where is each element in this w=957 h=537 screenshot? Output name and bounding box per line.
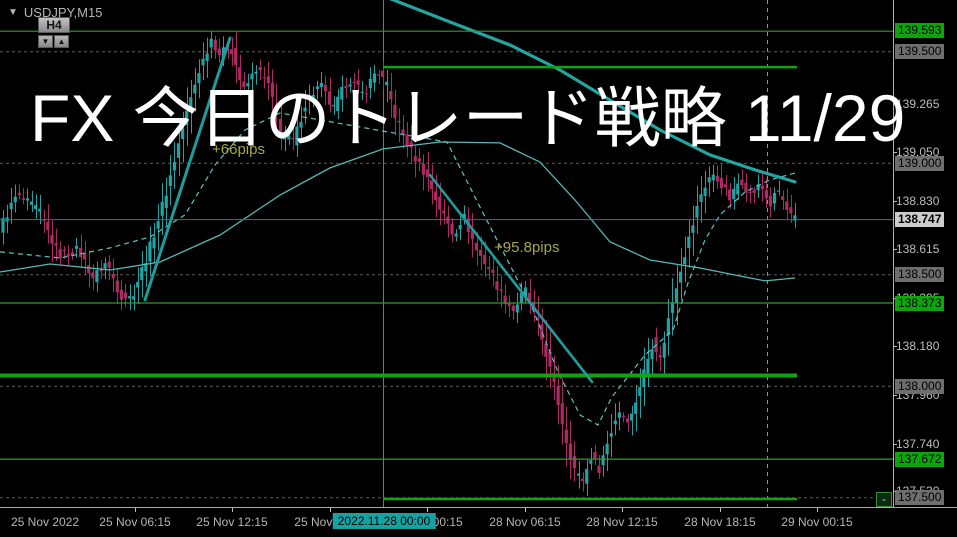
price-tick-mark xyxy=(893,152,897,153)
price-tick-mark xyxy=(893,346,897,347)
price-axis-label: 139.050 xyxy=(896,145,940,159)
candles[interactable] xyxy=(1,30,797,496)
time-tick-mark xyxy=(622,508,623,512)
time-axis-label: 25 Nov 12:15 xyxy=(196,515,268,529)
price-tick-mark xyxy=(893,395,897,396)
mtf-timeframe-button[interactable]: H4 xyxy=(38,17,70,33)
time-axis-label: 28 Nov 18:15 xyxy=(684,515,756,529)
chevron-down-icon[interactable]: ▼ xyxy=(8,7,18,18)
time-axis-label: 25 Nov 2022 xyxy=(10,515,80,529)
price-axis-separator xyxy=(893,0,894,507)
price-axis-label: 138.373 xyxy=(895,296,945,311)
time-axis-label: 28 Nov 12:15 xyxy=(586,515,658,529)
time-tick-mark xyxy=(427,508,428,512)
symbol-label-row: ▼ USDJPY,M15 xyxy=(8,5,102,20)
time-tick-mark xyxy=(720,508,721,512)
chart-canvas[interactable] xyxy=(0,0,893,507)
price-axis-label: 137.672 xyxy=(895,452,945,467)
price-tick-mark xyxy=(893,444,897,445)
pips-annotation-2[interactable]: +95.8pips xyxy=(494,239,560,256)
price-tick-mark xyxy=(893,104,897,105)
price-axis-label: 139.265 xyxy=(896,97,940,111)
price-axis-label: 139.000 xyxy=(895,156,945,171)
price-axis-label: 139.500 xyxy=(895,44,945,59)
price-axis-label: 138.000 xyxy=(895,379,945,394)
price-axis-label: 138.830 xyxy=(896,194,940,208)
timeframe-down-button[interactable]: ▼ xyxy=(38,35,53,48)
horizontal-level-lines[interactable] xyxy=(0,30,893,501)
price-axis-label: 137.500 xyxy=(895,490,945,505)
moving-averages xyxy=(0,0,797,426)
selected-time-badge: 2022.11.28 00:00 xyxy=(332,513,436,529)
price-axis-label: 138.615 xyxy=(896,242,940,256)
pips-annotation-1[interactable]: +66pips xyxy=(212,141,265,158)
price-tick-mark xyxy=(893,201,897,202)
timeframe-up-button[interactable]: ▲ xyxy=(54,35,69,48)
collapse-button[interactable]: - xyxy=(876,492,892,507)
price-axis-label: 139.593 xyxy=(895,23,945,38)
trendlines[interactable] xyxy=(143,36,594,384)
page-title: FX 今日のトレード戦略 11/29 xyxy=(30,81,906,155)
price-axis-label: 137.740 xyxy=(896,437,940,451)
time-tick-mark xyxy=(330,508,331,512)
time-tick-mark xyxy=(232,508,233,512)
price-axis: 139.593 139.500 139.265 139.050 139.000 138.8… xyxy=(893,0,945,507)
time-tick-mark xyxy=(525,508,526,512)
price-axis-label: 138.180 xyxy=(896,339,940,353)
time-axis-label: 29 Nov 00:15 xyxy=(781,515,853,529)
price-axis-label: 138.500 xyxy=(895,267,945,282)
symbol-timeframe-label: USDJPY,M15 xyxy=(23,5,103,20)
time-axis-label: 25 Nov 06:15 xyxy=(99,515,171,529)
current-price-label: 138.747 xyxy=(895,212,945,227)
time-axis-label: 28 Nov 06:15 xyxy=(489,515,561,529)
price-tick-mark xyxy=(893,249,897,250)
time-tick-mark xyxy=(817,508,818,512)
time-tick-mark xyxy=(135,508,136,512)
time-axis-separator xyxy=(0,507,957,508)
grid-lines xyxy=(0,51,893,499)
time-axis: 2022.11.28 00:00 25 Nov 2022 25 Nov 06:15… xyxy=(0,507,957,537)
